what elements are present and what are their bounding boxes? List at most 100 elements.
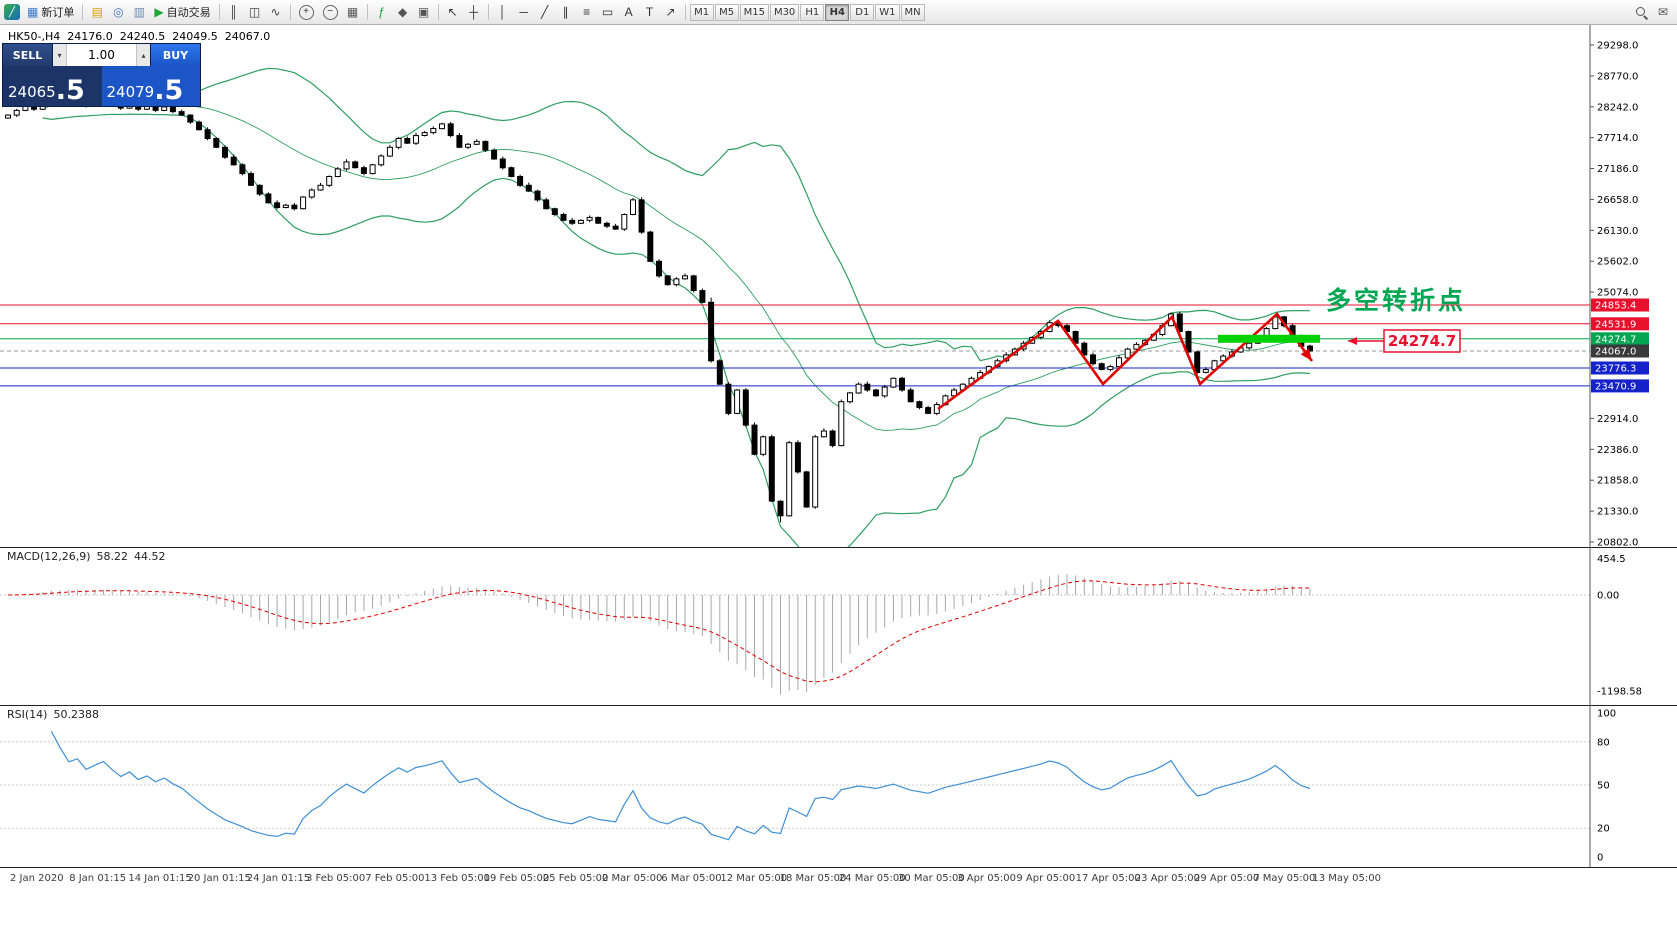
price-callout[interactable]: 24274.7 xyxy=(1348,329,1461,353)
candle xyxy=(647,231,654,262)
volume-increase-button[interactable]: ▴ xyxy=(136,44,150,66)
candle xyxy=(525,184,532,192)
turning-point-annotation[interactable]: 多空转折点 xyxy=(1326,286,1466,315)
chat-icon: ✉ xyxy=(1657,5,1669,19)
candle xyxy=(508,167,515,177)
buy-price-fraction: .5 xyxy=(154,75,184,107)
candle xyxy=(239,164,246,175)
crosshair-button[interactable]: ┼ xyxy=(464,2,484,22)
bollinger-bands xyxy=(42,67,1311,547)
cursor-icon: ↖ xyxy=(447,5,458,19)
candle xyxy=(560,214,567,221)
timeframe-m5-button[interactable]: M5 xyxy=(714,3,739,21)
buy-price[interactable]: 24079 .5 xyxy=(101,66,200,107)
volume-decrease-button[interactable]: ▾ xyxy=(53,44,67,66)
label-button[interactable]: T xyxy=(640,2,660,22)
time-axis-label: 19 Feb 05:00 xyxy=(483,873,550,884)
buy-button[interactable]: BUY xyxy=(151,44,200,66)
objects-button[interactable]: ◆ xyxy=(393,2,413,22)
candle xyxy=(5,114,11,119)
horizontal-line-button[interactable]: ─ xyxy=(514,2,534,22)
time-axis[interactable]: 2 Jan 2020 8 Jan 01:15 14 Jan 01:15 20 Jan … xyxy=(0,867,1677,894)
main-chart[interactable]: 多空转折点 24274.7 29298.0 28770.0 28242.0 27714.0… xyxy=(0,25,1677,547)
shapes-button[interactable]: ▭ xyxy=(598,2,618,22)
candle xyxy=(734,389,741,414)
horizontal-line-icon: ─ xyxy=(519,5,528,19)
line-chart-button[interactable]: ∿ xyxy=(266,2,286,22)
support-zone-bar[interactable] xyxy=(1218,334,1320,343)
candle xyxy=(673,278,680,286)
zigzag-arrowhead xyxy=(1300,348,1312,361)
candle xyxy=(326,176,333,186)
time-axis-label: 30 Mar 05:00 xyxy=(898,873,965,884)
grid-button[interactable]: ▦ xyxy=(343,2,363,22)
toolbar-separator xyxy=(437,4,439,20)
timeframe-h1-button[interactable]: H1 xyxy=(800,3,825,21)
candle xyxy=(864,383,871,391)
market-watch-button[interactable]: ▤ xyxy=(87,2,107,22)
rsi-panel[interactable]: 100 80 50 20 0 xyxy=(0,705,1677,867)
autotrading-button-label: 自动交易 xyxy=(166,7,211,19)
svg-text:24067.0: 24067.0 xyxy=(1595,347,1636,358)
channel-button[interactable]: ∥ xyxy=(556,2,576,22)
timeframe-h4-button[interactable]: H4 xyxy=(825,3,850,21)
autotrading-button[interactable]: ▶ 自动交易 xyxy=(150,2,214,22)
search-button[interactable] xyxy=(1631,2,1652,22)
macd-axis-label: -1198.58 xyxy=(1597,686,1642,697)
callout-arrow-icon xyxy=(1348,337,1357,345)
tile-windows-button[interactable]: ▣ xyxy=(414,2,434,22)
trendline-button[interactable]: ╱ xyxy=(535,2,555,22)
candle xyxy=(1133,343,1140,350)
sell-button[interactable]: SELL xyxy=(3,44,52,66)
trendline-icon: ╱ xyxy=(540,5,549,19)
rsi-axis-label: 50 xyxy=(1597,781,1610,792)
new-order-button-label: 新订单 xyxy=(41,7,75,19)
candle xyxy=(386,146,393,157)
text-button[interactable]: A xyxy=(619,2,639,22)
candle xyxy=(1098,363,1105,371)
candle xyxy=(491,149,498,160)
price-tick-label: 26130.0 xyxy=(1597,226,1638,237)
macd-panel[interactable]: 454.5 0.00 -1198.58 xyxy=(0,547,1677,705)
new-order-button[interactable]: ▦ 新订单 xyxy=(23,2,78,22)
candlestick-chart-button[interactable]: ◫ xyxy=(245,2,265,22)
fibonacci-button[interactable]: ≡ xyxy=(577,2,597,22)
candle xyxy=(222,146,228,158)
bar-chart-button[interactable]: ║ xyxy=(224,2,244,22)
zoom-in-button[interactable]: + xyxy=(295,2,318,22)
zoom-out-button[interactable]: − xyxy=(319,2,342,22)
candle xyxy=(360,167,367,174)
navigator-button[interactable]: ◎ xyxy=(108,2,128,22)
vertical-line-button[interactable]: │ xyxy=(493,2,513,22)
timeframe-m15-button[interactable]: M15 xyxy=(739,3,769,21)
candle xyxy=(803,471,810,508)
candle xyxy=(465,143,471,148)
cursor-button[interactable]: ↖ xyxy=(443,2,463,22)
price-axis[interactable]: 29298.0 28770.0 28242.0 27714.0 27186.0 26658… xyxy=(1589,25,1649,547)
timeframe-m1-button[interactable]: M1 xyxy=(689,3,714,21)
chat-button[interactable]: ✉ xyxy=(1653,2,1673,22)
timeframe-d1-button[interactable]: D1 xyxy=(850,3,875,21)
terminal-button[interactable]: ▥ xyxy=(129,2,149,22)
timeframe-w1-button[interactable]: W1 xyxy=(875,3,900,21)
time-axis-label: 3 Apr 05:00 xyxy=(957,873,1017,884)
svg-text:23470.9: 23470.9 xyxy=(1595,381,1636,392)
price-tick-label: 22386.0 xyxy=(1597,445,1638,456)
toolbar-separator xyxy=(366,4,368,20)
price-level-lines[interactable] xyxy=(0,304,1590,387)
timeframe-m30-button[interactable]: M30 xyxy=(769,3,800,21)
vertical-line-icon: │ xyxy=(498,5,507,19)
trend-zigzag[interactable] xyxy=(937,312,1314,411)
candle xyxy=(890,377,897,388)
indicators-button[interactable]: ƒ xyxy=(372,2,392,22)
arrows-button[interactable]: ↗ xyxy=(661,2,681,22)
volume-input[interactable]: 1.00 xyxy=(88,48,115,62)
timeframe-mn-button[interactable]: MN xyxy=(900,3,925,21)
price-tick-label: 25074.0 xyxy=(1597,288,1638,299)
time-axis-label: 18 Mar 05:00 xyxy=(779,873,847,884)
sell-price[interactable]: 24065 .5 xyxy=(3,66,102,106)
price-tick-label: 21858.0 xyxy=(1597,476,1638,487)
candle xyxy=(1246,342,1253,349)
candlestick-chart-icon: ◫ xyxy=(248,5,261,19)
